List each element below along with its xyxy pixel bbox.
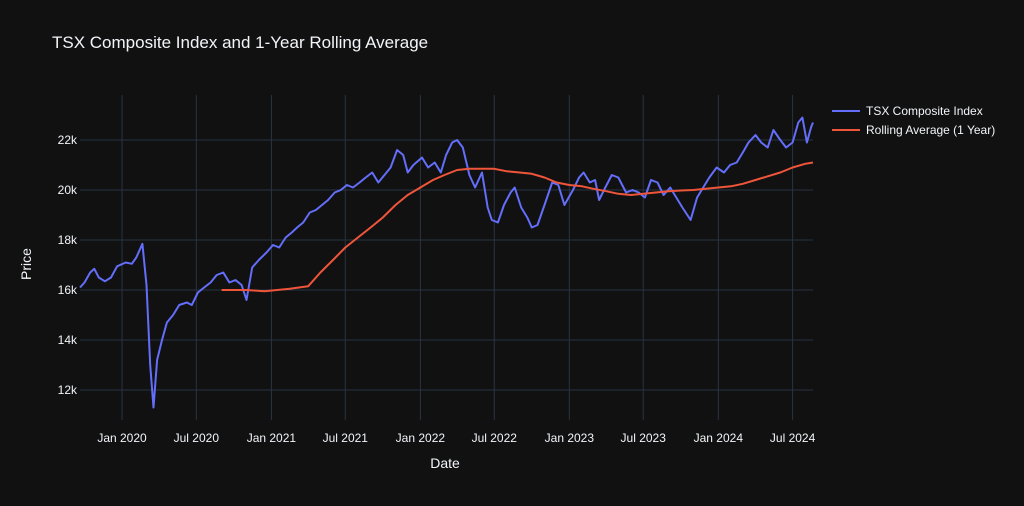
y-axis-ticks: 12k 14k 16k 18k 20k 22k xyxy=(58,133,78,397)
chart-title: TSX Composite Index and 1-Year Rolling A… xyxy=(52,33,428,52)
x-tick-label: Jul 2022 xyxy=(472,431,518,445)
y-tick-label: 22k xyxy=(58,133,78,147)
x-tick-label: Jul 2024 xyxy=(770,431,816,445)
x-tick-label: Jan 2023 xyxy=(545,431,595,445)
y-tick-label: 20k xyxy=(58,183,78,197)
grid-lines xyxy=(80,95,813,420)
y-tick-label: 18k xyxy=(58,233,78,247)
legend-item-1[interactable]: TSX Composite Index xyxy=(832,104,983,118)
x-tick-label: Jul 2021 xyxy=(323,431,369,445)
y-tick-label: 12k xyxy=(58,383,78,397)
x-axis-ticks: Jan 2020 Jul 2020 Jan 2021 Jul 2021 Jan 2022… xyxy=(97,431,815,445)
legend-item-2[interactable]: Rolling Average (1 Year) xyxy=(832,123,995,137)
legend-label: Rolling Average (1 Year) xyxy=(866,123,995,137)
y-tick-label: 16k xyxy=(58,283,78,297)
series-line-2 xyxy=(221,161,814,293)
series-lines xyxy=(79,116,814,409)
x-axis-title: Date xyxy=(430,455,460,471)
legend[interactable]: TSX Composite Index Rolling Average (1 Ye… xyxy=(832,104,995,137)
series-line-1 xyxy=(79,116,814,409)
x-tick-label: Jan 2022 xyxy=(396,431,446,445)
y-tick-label: 14k xyxy=(58,333,78,347)
x-tick-label: Jan 2021 xyxy=(247,431,297,445)
x-tick-label: Jul 2020 xyxy=(174,431,220,445)
x-tick-label: Jan 2020 xyxy=(97,431,147,445)
x-tick-label: Jan 2024 xyxy=(694,431,744,445)
y-axis-title: Price xyxy=(18,248,34,280)
legend-label: TSX Composite Index xyxy=(866,104,983,118)
x-tick-label: Jul 2023 xyxy=(621,431,667,445)
